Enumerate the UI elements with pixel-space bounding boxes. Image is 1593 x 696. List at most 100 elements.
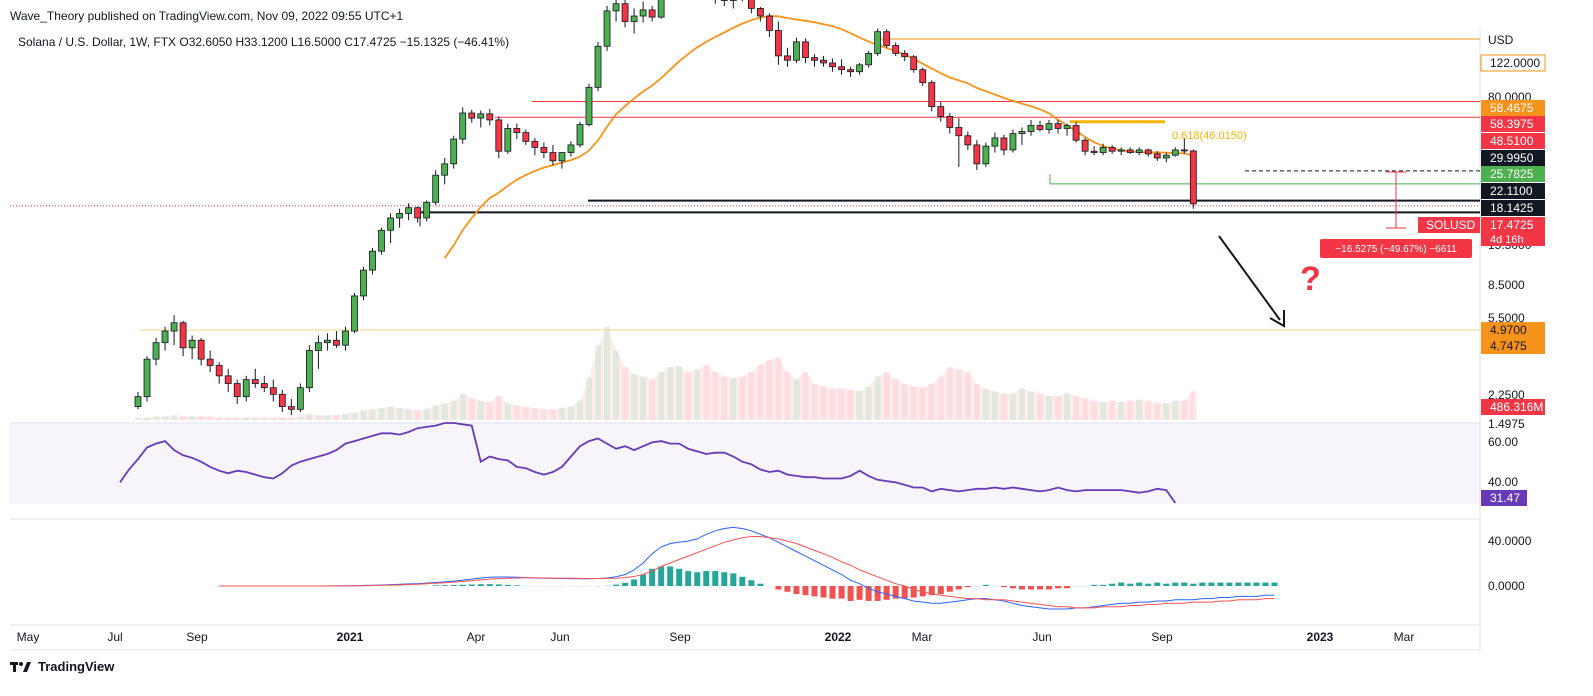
price-label: 18.1425	[1481, 200, 1545, 216]
price-label-text: 58.4675	[1490, 101, 1534, 115]
candle-body	[946, 115, 954, 128]
candle	[1018, 127, 1026, 145]
volume-bar	[1127, 400, 1134, 420]
volume-bar	[730, 378, 737, 420]
volume-bar	[315, 415, 322, 420]
candle	[1099, 143, 1107, 156]
macd-histogram-bar	[405, 585, 412, 586]
candle	[333, 331, 340, 348]
candle	[714, 0, 716, 4]
macd-histogram-bar	[748, 580, 755, 586]
time-axis-label: 2022	[825, 630, 852, 644]
candle-body	[296, 387, 304, 410]
candle	[504, 123, 512, 154]
macd-histogram-bar	[865, 586, 872, 601]
candle-body	[260, 383, 268, 389]
volume-bar	[874, 376, 881, 420]
candle-body	[369, 250, 376, 271]
candle-body	[215, 365, 223, 377]
candle	[793, 37, 800, 63]
price-label-text: 122.0000	[1490, 56, 1540, 70]
volume-bar	[586, 378, 592, 420]
candle-body	[333, 339, 340, 346]
time-axis-label: Sep	[669, 630, 691, 644]
candle	[296, 383, 304, 413]
candle-body	[1009, 133, 1017, 151]
time-axis-label: Apr	[467, 630, 486, 644]
candle	[964, 131, 972, 150]
candle	[973, 140, 981, 171]
macd-histogram-bar	[486, 584, 493, 586]
macd-histogram-bar	[892, 586, 899, 599]
candle-body	[1162, 154, 1170, 159]
candle	[134, 392, 142, 410]
macd-histogram-bar	[937, 586, 944, 595]
volume-bar	[135, 417, 141, 420]
candle	[197, 337, 205, 366]
candle	[441, 158, 449, 185]
candle	[260, 375, 268, 393]
candle-body	[856, 64, 863, 73]
candle-body	[820, 59, 827, 64]
macd-histogram-bar	[1244, 582, 1251, 586]
candle-body	[224, 375, 232, 384]
time-axis-label: Jun	[550, 630, 569, 644]
candle	[1063, 123, 1071, 136]
price-label: 122.0000	[1480, 54, 1546, 72]
volume-bar	[640, 376, 647, 420]
macd-histogram-bar	[423, 585, 430, 586]
macd-histogram-bar	[1163, 583, 1170, 586]
volume-bar	[1190, 391, 1197, 420]
candle	[531, 137, 539, 156]
price-label: 58.3975	[1481, 116, 1545, 132]
volume-series	[135, 326, 1197, 420]
candle-body	[1144, 149, 1152, 155]
macd-histogram-bar	[766, 586, 773, 587]
price-label: 29.9950	[1481, 150, 1545, 166]
candle	[741, 0, 743, 2]
volume-bar	[622, 367, 629, 420]
macd-histogram-bar	[216, 586, 223, 587]
volume-bar	[396, 408, 403, 420]
price-label-box	[1481, 166, 1545, 182]
candle-body	[1018, 131, 1026, 134]
macd-line	[219, 526, 1275, 610]
volume-bar	[892, 379, 899, 420]
volume-bar	[775, 357, 782, 420]
candle-body	[269, 387, 277, 395]
candle-body	[720, 0, 728, 1]
candle	[1045, 119, 1053, 134]
candle-body	[504, 128, 512, 152]
candle	[459, 107, 467, 144]
macd-histogram-bar	[667, 566, 674, 586]
macd-histogram-bar	[1100, 584, 1107, 586]
candle	[378, 227, 385, 255]
candle	[152, 337, 160, 366]
candle	[540, 142, 548, 158]
candle	[838, 59, 845, 75]
candle	[820, 55, 827, 67]
candle	[1009, 129, 1017, 153]
candle	[766, 13, 773, 37]
macd-histogram-bar	[973, 586, 980, 587]
volume-bar	[1009, 393, 1016, 420]
candle	[883, 29, 891, 48]
price-axis: USD80.00008.50005.50003.50002.25001.4975…	[1418, 33, 1546, 593]
candle	[865, 50, 873, 68]
macd-histogram-bar	[613, 584, 620, 586]
candle	[396, 208, 403, 228]
candle-body	[838, 66, 845, 71]
time-axis-label: Jun	[1032, 630, 1051, 644]
candle-body	[1090, 150, 1098, 153]
candle	[648, 6, 656, 22]
macd-histogram-bar	[946, 586, 953, 592]
volume-bar	[766, 360, 773, 420]
candle	[369, 247, 376, 275]
candle-body	[630, 15, 638, 22]
symbol-tag-box	[1418, 217, 1480, 233]
candle	[955, 118, 963, 167]
price-label-box	[1481, 322, 1545, 338]
volume-bar	[865, 386, 872, 420]
time-axis-label: May	[17, 630, 40, 644]
